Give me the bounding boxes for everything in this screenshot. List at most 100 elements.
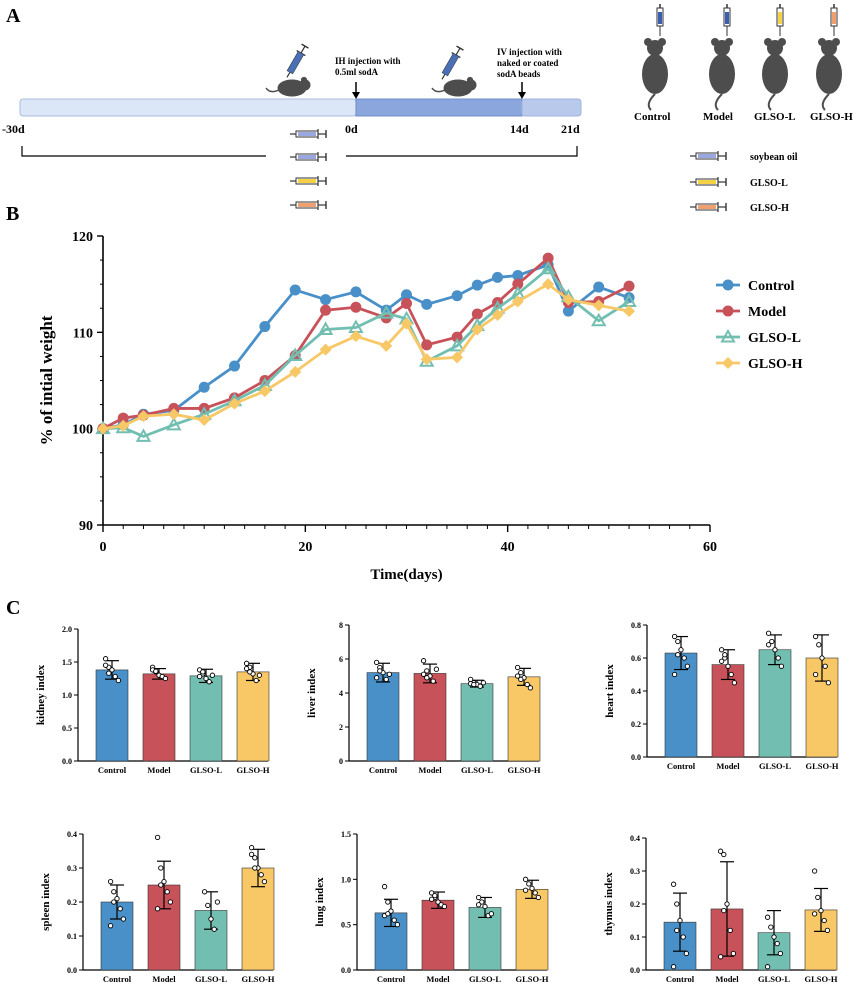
ih-arrow-head (352, 92, 360, 99)
data-point (475, 902, 482, 908)
data-point (114, 895, 120, 902)
x-tick-label: Model (426, 974, 450, 984)
y-tick-label: 0.1 (630, 933, 640, 942)
data-point (771, 934, 777, 940)
data-point (243, 665, 250, 672)
legend-marker (720, 328, 736, 343)
data-point (674, 901, 680, 907)
data-point (819, 655, 825, 661)
data-point (718, 647, 725, 653)
data-point (167, 899, 174, 905)
group-mice (642, 4, 842, 111)
data-point (107, 878, 114, 885)
iv-arrow-head (518, 92, 526, 99)
group-label-glso-l: GLSO-L (754, 111, 796, 123)
data-point (590, 312, 607, 327)
data-point (394, 922, 401, 928)
y-tick-label: 0.0 (67, 966, 77, 975)
data-point (532, 890, 538, 896)
data-point (721, 907, 727, 914)
data-point (198, 413, 211, 426)
data-point (115, 677, 122, 684)
data-point (243, 660, 250, 666)
data-point (377, 668, 383, 674)
legend-soybean-oil: soybean oil (750, 152, 798, 163)
syringe-icon (689, 176, 727, 188)
data-point (765, 642, 772, 648)
mouse-upright-icon (642, 4, 668, 111)
iv-note-line-3: sodA beads (497, 69, 541, 79)
y-tick-label: 0.0 (341, 966, 351, 975)
data-point (373, 675, 380, 681)
x-tick-label: GLSO-H (805, 761, 838, 771)
bar-model (421, 899, 455, 971)
iv-note-line-2: naked or coated (497, 58, 558, 68)
mouse-icon (265, 76, 311, 97)
heart-index-chart: 0.0 0.2 0.4 0.6 0.8 heart index Control Model GL… (604, 621, 839, 771)
legend-label: GLSO-H (748, 357, 803, 372)
y-tick-label: 0.5 (341, 921, 351, 930)
legend-glso-l: GLSO-L (750, 178, 788, 189)
data-point (388, 908, 394, 914)
data-point (775, 655, 781, 661)
data-point (674, 927, 680, 934)
data-point (562, 293, 575, 306)
x-tick-label: Control (369, 765, 398, 775)
ih-note-line-2: 0.5ml sodA (335, 67, 379, 77)
data-point (135, 428, 152, 442)
syringe-icon (281, 42, 311, 81)
data-point (435, 899, 441, 905)
data-point (812, 671, 819, 678)
bar-control (664, 652, 698, 758)
data-point (764, 914, 771, 920)
panel-a-label: A (6, 5, 21, 27)
syringe-icon (289, 151, 327, 163)
y-tick-label: 0.5 (62, 724, 72, 733)
data-point (201, 889, 208, 895)
tick-14d: 14d (510, 122, 529, 136)
series-glso-l (95, 260, 637, 442)
x-tick-label: Control (103, 974, 132, 984)
y-tick-label: 0.4 (631, 687, 641, 696)
y-tick-label: 0.3 (630, 867, 640, 876)
legend-marker (722, 279, 734, 291)
data-point (675, 652, 681, 658)
x-tick-label: Control (377, 974, 406, 984)
data-point (386, 671, 393, 677)
data-point (479, 899, 485, 905)
y-tick-label: 120 (72, 230, 93, 245)
data-point (825, 680, 832, 686)
x-tick-label: 40 (501, 540, 515, 555)
mouse-icon (431, 76, 477, 97)
data-point (488, 911, 495, 917)
thymus-index-chart: 0.0 0.1 0.2 0.3 0.4 thymus index Control Model G… (603, 834, 838, 984)
data-point (111, 899, 117, 905)
data-point (433, 666, 440, 672)
x-tick-label: Control (666, 974, 695, 984)
data-point (211, 926, 217, 932)
data-point (107, 923, 114, 929)
data-point (381, 883, 388, 890)
bar-glso-h (515, 889, 549, 971)
data-point (527, 685, 534, 691)
series-line (102, 282, 630, 431)
data-point (289, 284, 301, 296)
y-axis-label: liver index (306, 668, 318, 718)
data-point (769, 638, 775, 645)
data-point (154, 906, 161, 912)
data-point (350, 301, 362, 313)
data-point (522, 887, 529, 893)
data-point (811, 868, 818, 874)
data-point (102, 662, 109, 668)
data-point (248, 851, 255, 858)
series-glso-h (97, 278, 636, 435)
syringe-icon (436, 44, 466, 83)
x-tick-label: 60 (703, 540, 717, 555)
data-point (112, 673, 118, 680)
series-line (102, 266, 630, 438)
data-point (248, 844, 255, 851)
data-point (153, 668, 159, 674)
data-point (670, 881, 677, 887)
syringe-icon (776, 4, 784, 36)
bar-glso-l (460, 683, 494, 762)
